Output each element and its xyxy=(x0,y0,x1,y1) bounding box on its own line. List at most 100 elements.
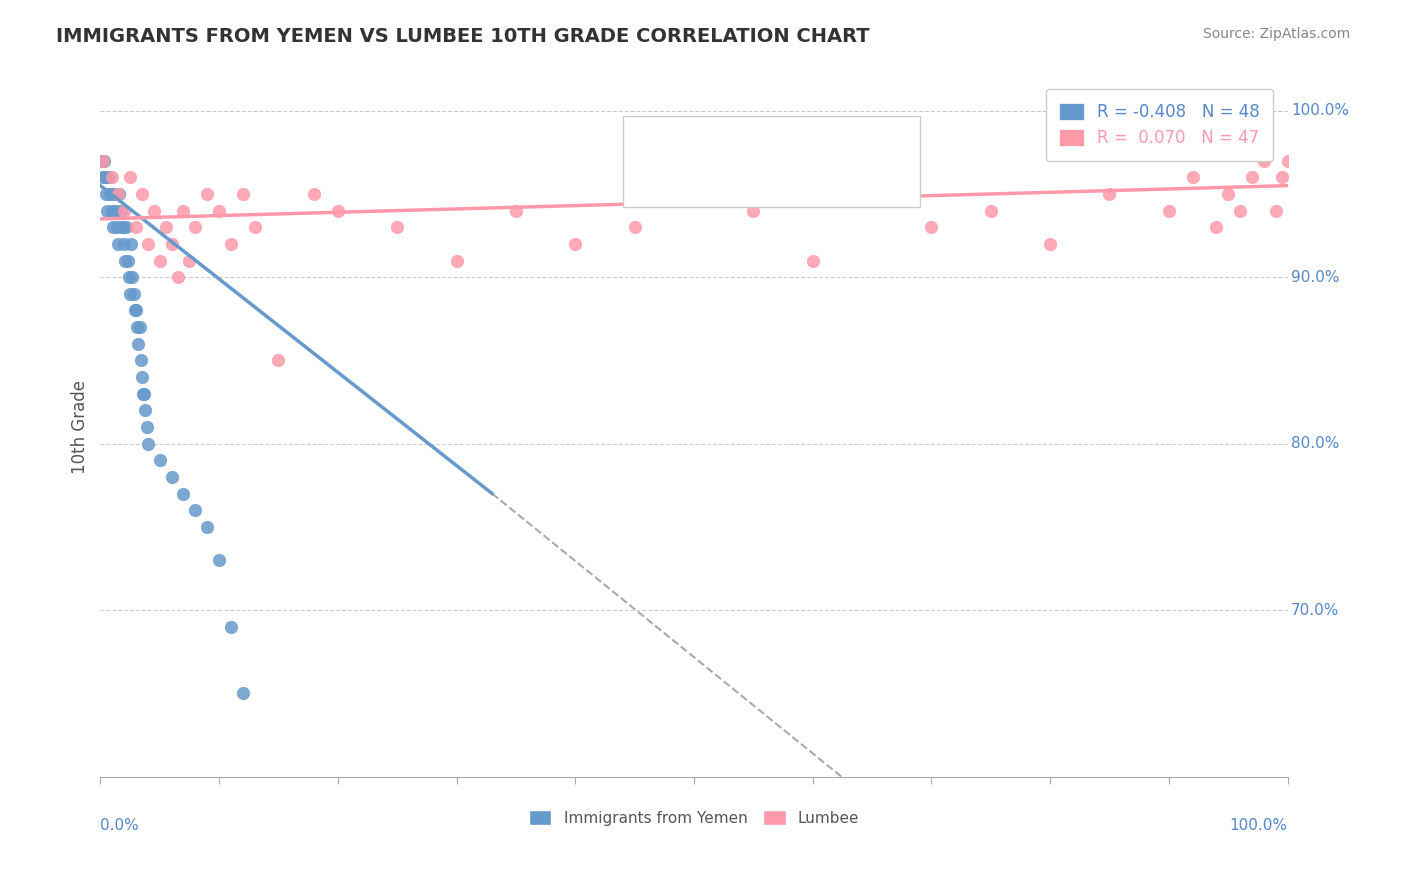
Text: 100.0%: 100.0% xyxy=(1291,103,1350,119)
Point xyxy=(232,686,254,700)
Point xyxy=(243,220,266,235)
Point xyxy=(326,203,349,218)
Point xyxy=(149,253,172,268)
Point xyxy=(112,236,135,251)
Point xyxy=(94,170,117,185)
Point xyxy=(1229,203,1251,218)
Point xyxy=(1264,203,1286,218)
Point xyxy=(860,186,883,201)
Point xyxy=(120,236,142,251)
Point xyxy=(683,170,706,185)
Point xyxy=(90,153,112,168)
Point xyxy=(114,253,136,268)
Point xyxy=(302,186,325,201)
Text: 70.0%: 70.0% xyxy=(1291,603,1340,617)
Point xyxy=(1218,186,1240,201)
Text: 0.0%: 0.0% xyxy=(100,818,139,833)
Point xyxy=(179,253,201,268)
Point xyxy=(127,336,149,351)
Text: 80.0%: 80.0% xyxy=(1291,436,1340,451)
Point xyxy=(115,220,138,235)
Point xyxy=(195,520,218,534)
Point xyxy=(121,270,143,285)
Point xyxy=(564,236,586,251)
Point xyxy=(195,186,218,201)
Point xyxy=(96,203,118,218)
Point xyxy=(103,220,125,235)
Point xyxy=(91,153,114,168)
Point xyxy=(111,220,134,235)
Point xyxy=(100,186,122,201)
Point xyxy=(155,220,177,235)
Point xyxy=(112,203,135,218)
Point xyxy=(1039,236,1062,251)
Point xyxy=(136,236,159,251)
Point xyxy=(125,220,148,235)
Point xyxy=(1205,220,1227,235)
Point xyxy=(385,220,408,235)
Point xyxy=(1240,170,1263,185)
Point xyxy=(128,320,150,334)
Point xyxy=(1098,186,1121,201)
Point xyxy=(1253,153,1275,168)
Point xyxy=(920,220,942,235)
Text: 100.0%: 100.0% xyxy=(1230,818,1288,833)
Point xyxy=(232,186,254,201)
Point xyxy=(446,253,468,268)
Point xyxy=(505,203,527,218)
Point xyxy=(135,420,157,434)
Point xyxy=(104,203,127,218)
Point xyxy=(132,386,155,401)
Point xyxy=(111,220,134,235)
Point xyxy=(105,220,128,235)
Point xyxy=(91,170,114,185)
Point xyxy=(134,403,156,417)
Point xyxy=(142,203,165,218)
Point xyxy=(118,170,141,185)
Text: Source: ZipAtlas.com: Source: ZipAtlas.com xyxy=(1202,27,1350,41)
Point xyxy=(980,203,1002,218)
Point xyxy=(166,270,188,285)
Point xyxy=(219,236,242,251)
Point xyxy=(118,270,141,285)
Point xyxy=(149,453,172,467)
FancyBboxPatch shape xyxy=(623,116,920,207)
Point xyxy=(101,203,124,218)
Point xyxy=(1271,170,1294,185)
Point xyxy=(160,470,183,484)
Point xyxy=(107,236,129,251)
Point xyxy=(110,203,132,218)
Y-axis label: 10th Grade: 10th Grade xyxy=(72,380,89,474)
Point xyxy=(184,503,207,517)
Point xyxy=(219,620,242,634)
Point xyxy=(129,353,152,368)
Text: IMMIGRANTS FROM YEMEN VS LUMBEE 10TH GRADE CORRELATION CHART: IMMIGRANTS FROM YEMEN VS LUMBEE 10TH GRA… xyxy=(56,27,870,45)
Point xyxy=(125,303,148,318)
Point xyxy=(160,236,183,251)
Point xyxy=(208,553,231,567)
Point xyxy=(623,220,645,235)
Point xyxy=(1181,170,1204,185)
Point xyxy=(117,253,139,268)
Point xyxy=(118,286,141,301)
Point xyxy=(96,186,118,201)
Point xyxy=(172,203,194,218)
Point xyxy=(98,186,121,201)
Point xyxy=(93,153,115,168)
Point xyxy=(108,186,131,201)
Point xyxy=(1157,203,1180,218)
Point xyxy=(136,436,159,450)
Point xyxy=(267,353,290,368)
Point xyxy=(131,370,153,384)
Point xyxy=(1277,153,1299,168)
Point xyxy=(127,320,149,334)
Point xyxy=(104,186,127,201)
Point xyxy=(122,286,145,301)
Text: 90.0%: 90.0% xyxy=(1291,269,1340,285)
Legend: Immigrants from Yemen, Lumbee: Immigrants from Yemen, Lumbee xyxy=(523,804,866,832)
Point xyxy=(124,303,146,318)
Point xyxy=(97,170,120,185)
Point xyxy=(131,186,153,201)
Point xyxy=(801,253,824,268)
Point xyxy=(208,203,231,218)
